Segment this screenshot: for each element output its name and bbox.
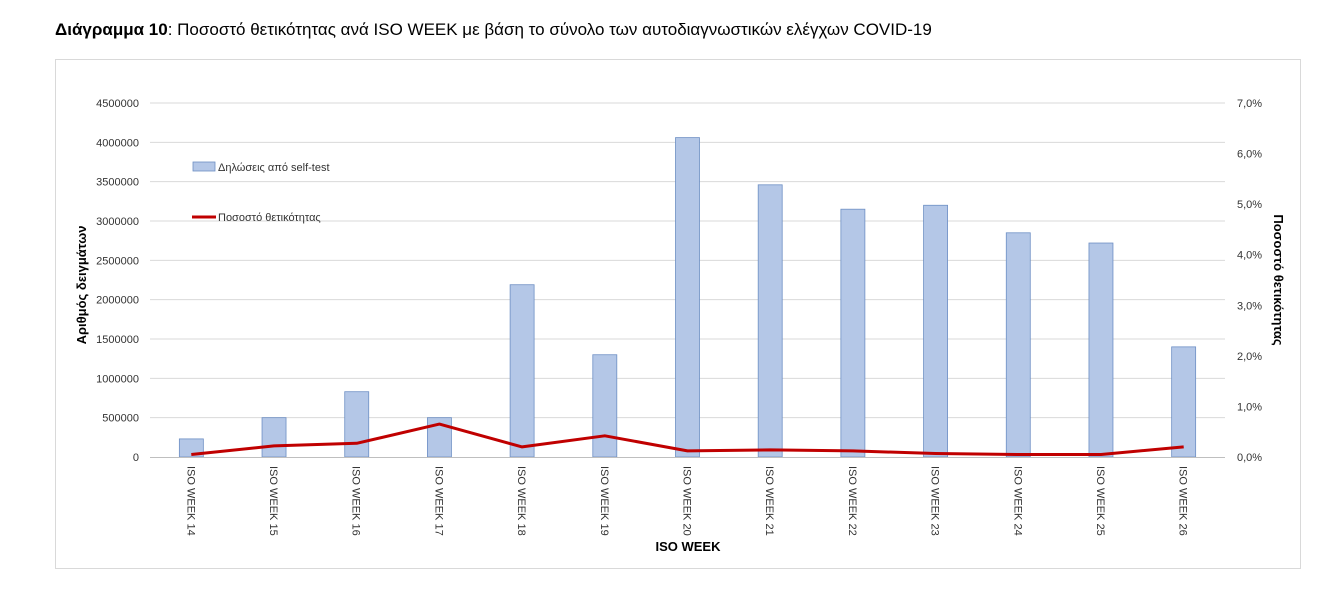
y-tick-label: 3500000: [96, 177, 139, 189]
positivity-line: [191, 422, 1184, 456]
bar: [592, 354, 618, 458]
x-tick-label: ISO WEEK 20: [681, 466, 693, 536]
y-tick-label: 0: [133, 452, 139, 464]
x-tick-label: ISO WEEK 19: [598, 466, 610, 536]
y-tick-label: 4000000: [96, 137, 139, 149]
y2-tick-label: 6,0%: [1237, 149, 1262, 161]
x-axis-ticks: ISO WEEK 14 ISO WEEK 15 ISO WEEK 16 ISO WEE…: [184, 466, 1188, 536]
x-tick-label: ISO WEEK 25: [1094, 466, 1106, 536]
line-series: [191, 422, 1184, 456]
y-tick-label: 1000000: [96, 373, 139, 385]
x-tick-label: ISO WEEK 26: [1177, 466, 1189, 536]
y2-tick-label: 2,0%: [1237, 351, 1262, 363]
bar: [1088, 242, 1114, 458]
legend: Δηλώσεις από self-test Ποσοστό θετικότητ…: [192, 161, 330, 224]
legend-bar-label: Δηλώσεις από self-test: [218, 162, 330, 174]
bar: [923, 204, 948, 458]
bar-series: [178, 137, 1197, 458]
chart-title: Διάγραμμα 10: Ποσοστό θετικότητας ανά IS…: [55, 20, 932, 40]
y2-axis-title: Ποσοστό θετικότητας: [1271, 214, 1286, 346]
bar: [1171, 346, 1197, 458]
bar: [1005, 232, 1031, 458]
bar: [344, 391, 370, 458]
y2-tick-label: 3,0%: [1237, 300, 1262, 312]
left-axis-ticks: 0 500000 1000000 1500000 2000000 2500000 30000…: [96, 98, 139, 464]
y-tick-label: 4500000: [96, 98, 139, 110]
x-tick-label: ISO WEEK 23: [929, 466, 941, 536]
x-tick-label: ISO WEEK 24: [1011, 466, 1023, 536]
y-tick-label: 500000: [102, 413, 139, 425]
x-tick-label: ISO WEEK 18: [515, 466, 527, 536]
y2-tick-label: 5,0%: [1237, 199, 1262, 211]
x-tick-label: ISO WEEK 17: [432, 466, 444, 536]
x-tick-label: ISO WEEK 22: [846, 466, 858, 536]
y2-tick-label: 0,0%: [1237, 452, 1262, 464]
x-tick-label: ISO WEEK 15: [267, 466, 279, 536]
bar: [675, 137, 700, 458]
y2-tick-label: 4,0%: [1237, 250, 1262, 262]
bar: [840, 208, 866, 458]
chart-title-text: : Ποσοστό θετικότητας ανά ISO WEEK με βά…: [167, 20, 932, 39]
chart-frame: [55, 59, 1301, 569]
x-axis-title: ISO WEEK: [655, 539, 721, 554]
legend-line-label: Ποσοστό θετικότητας: [218, 212, 321, 224]
right-axis-ticks: 0,0% 1,0% 2,0% 3,0% 4,0% 5,0% 6,0% 7,0%: [1237, 98, 1262, 464]
y-tick-label: 2000000: [96, 295, 139, 307]
bar: [757, 184, 783, 458]
y2-tick-label: 7,0%: [1237, 98, 1262, 110]
y-tick-label: 2500000: [96, 255, 139, 267]
y-tick-label: 1500000: [96, 334, 139, 346]
y2-tick-label: 1,0%: [1237, 401, 1262, 413]
x-tick-label: ISO WEEK 14: [184, 466, 196, 536]
chart-title-prefix: Διάγραμμα 10: [55, 20, 168, 39]
x-tick-label: ISO WEEK 16: [350, 466, 362, 536]
x-tick-label: ISO WEEK 21: [763, 466, 775, 536]
y-axis-title: Αριθμός δειγμάτων: [74, 226, 89, 345]
legend-bar-swatch: [192, 161, 216, 172]
y-tick-label: 3000000: [96, 216, 139, 228]
bar: [261, 417, 287, 458]
bar: [509, 284, 535, 458]
